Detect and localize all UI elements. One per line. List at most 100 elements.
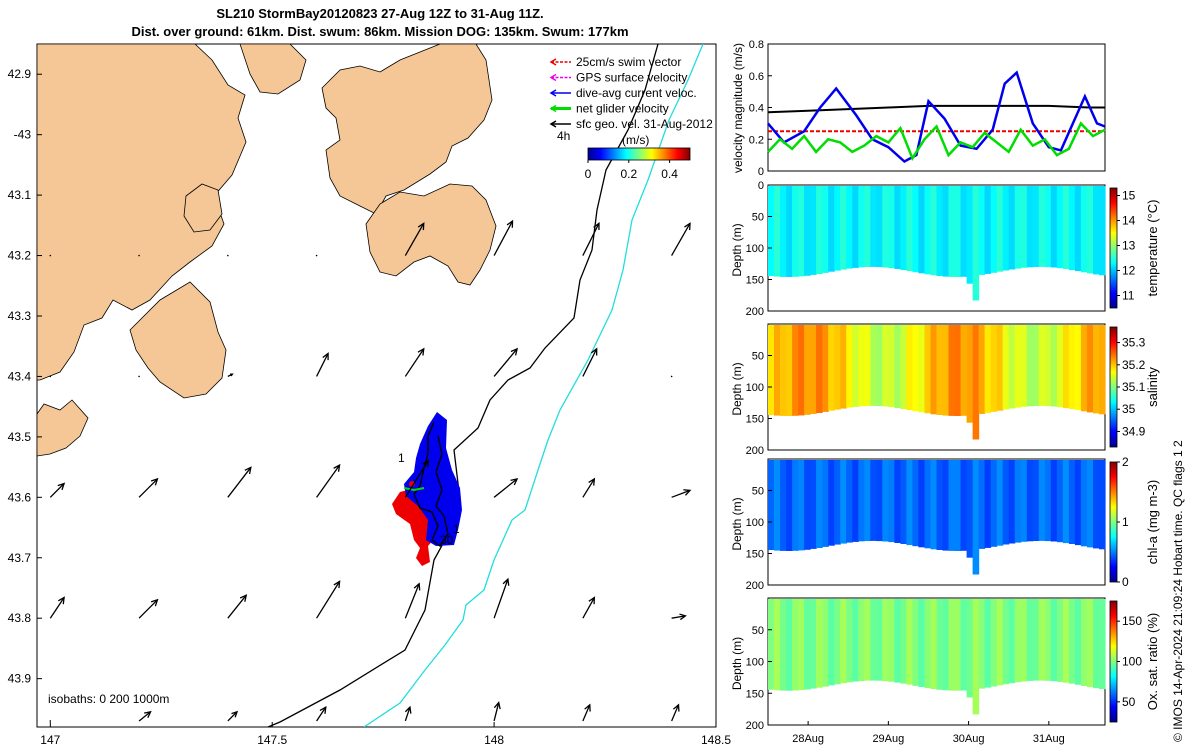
section-cell <box>978 186 986 275</box>
colorbar-tick-label: 35.3 <box>1122 336 1146 350</box>
section-cell <box>1099 460 1106 550</box>
velocity-arrow <box>671 613 687 621</box>
section-cell <box>936 325 944 415</box>
section-cell <box>1014 599 1022 683</box>
section-cell <box>864 186 871 267</box>
section-cell <box>858 599 865 681</box>
section-cell <box>1026 460 1034 542</box>
section-cell <box>1032 599 1040 681</box>
section-cell <box>1014 186 1022 269</box>
section-cell <box>810 325 817 414</box>
section-cell <box>852 186 859 268</box>
section-cell <box>984 186 992 274</box>
section-cell <box>840 186 847 270</box>
section-cell <box>978 599 986 689</box>
section-cell <box>786 325 793 416</box>
section-cell <box>1062 186 1070 270</box>
colorbar-tick-label: 1 <box>1122 515 1129 529</box>
isobath-label: isobaths: 0 200 1000m <box>48 692 169 706</box>
section-cell <box>984 325 992 413</box>
section-cell <box>858 325 865 407</box>
section-cell <box>1068 599 1076 684</box>
section-cell <box>894 325 901 408</box>
section-cell <box>954 186 962 277</box>
section-cell <box>1062 325 1070 409</box>
section-cell <box>966 599 974 698</box>
section-cell <box>1044 460 1052 542</box>
section-cell <box>786 460 793 551</box>
section-cell <box>804 325 811 415</box>
section-cell <box>966 460 974 558</box>
section-cell <box>852 460 859 542</box>
section-cell <box>948 460 956 551</box>
section-cell <box>1074 460 1082 546</box>
section-cell <box>1074 599 1082 685</box>
section-cell <box>780 325 787 416</box>
section-cell <box>876 186 883 268</box>
section-cell <box>930 599 938 689</box>
colorbar-tick-label: 13 <box>1122 239 1136 253</box>
time-x-axis: 28Aug 29Aug 30Aug 31Aug <box>792 721 1065 745</box>
section-cell <box>1086 325 1094 413</box>
section-cell <box>882 186 889 268</box>
section-cell <box>1068 325 1076 409</box>
section-cell <box>1044 186 1052 268</box>
section-cell <box>918 460 925 548</box>
section-cell <box>840 460 847 544</box>
section-cell <box>1032 186 1040 267</box>
colorbar-tick-label: 35 <box>1122 402 1136 416</box>
section-cell <box>1056 460 1064 543</box>
velocity-arrow <box>138 598 159 619</box>
section-cell <box>912 186 919 273</box>
velocity-arrow <box>315 254 318 257</box>
section-cell <box>1086 460 1094 548</box>
section-cell <box>996 599 1004 686</box>
isobath-200m <box>267 44 659 727</box>
section-cell <box>1099 186 1106 276</box>
section-cell <box>984 599 992 688</box>
section-cell <box>1008 599 1016 684</box>
section-cell <box>990 186 998 273</box>
velocity-arrow <box>316 463 341 498</box>
section-cell <box>1093 599 1100 689</box>
section-cell <box>1068 186 1076 270</box>
velocity-arrow <box>582 222 600 256</box>
legend-item-gps: GPS surface velocity <box>549 71 687 85</box>
section-colorbar <box>1109 461 1118 583</box>
section-cell <box>804 460 811 550</box>
section-cell <box>1080 186 1088 273</box>
section-cell <box>1050 186 1058 268</box>
velocity-arrow <box>582 477 596 498</box>
section-cell <box>870 460 877 541</box>
velocity-arrow <box>49 596 65 619</box>
velocity-arrow <box>138 710 152 722</box>
section-cell <box>780 460 787 551</box>
section-cell <box>828 460 835 546</box>
isobath-lines <box>267 44 704 727</box>
section-cell <box>1026 599 1034 681</box>
section-cell <box>894 599 901 683</box>
section-cell <box>870 186 877 267</box>
section-cell <box>996 460 1004 546</box>
section-cell <box>918 325 925 413</box>
section-cell <box>864 460 871 541</box>
section-cell <box>1038 186 1046 267</box>
section-cell <box>774 460 781 551</box>
section-cell <box>1002 325 1010 410</box>
colorbar-tick-label: 34.9 <box>1122 424 1146 438</box>
section-cell <box>1038 599 1046 681</box>
section-cell <box>828 186 835 272</box>
section-cell <box>798 186 805 277</box>
section-cell <box>942 186 950 277</box>
section-cell <box>990 460 998 547</box>
velocity-arrow <box>227 594 248 619</box>
velocity-arrow <box>138 254 140 257</box>
legend-label: dive-avg current veloc. <box>576 86 697 100</box>
time-tick-label: 29Aug <box>872 733 904 745</box>
legend-label: GPS surface velocity <box>576 71 687 85</box>
velocity-arrow <box>404 705 412 722</box>
section-cell <box>816 599 823 688</box>
velocity-arrow <box>582 596 596 619</box>
section-cell <box>924 325 932 414</box>
